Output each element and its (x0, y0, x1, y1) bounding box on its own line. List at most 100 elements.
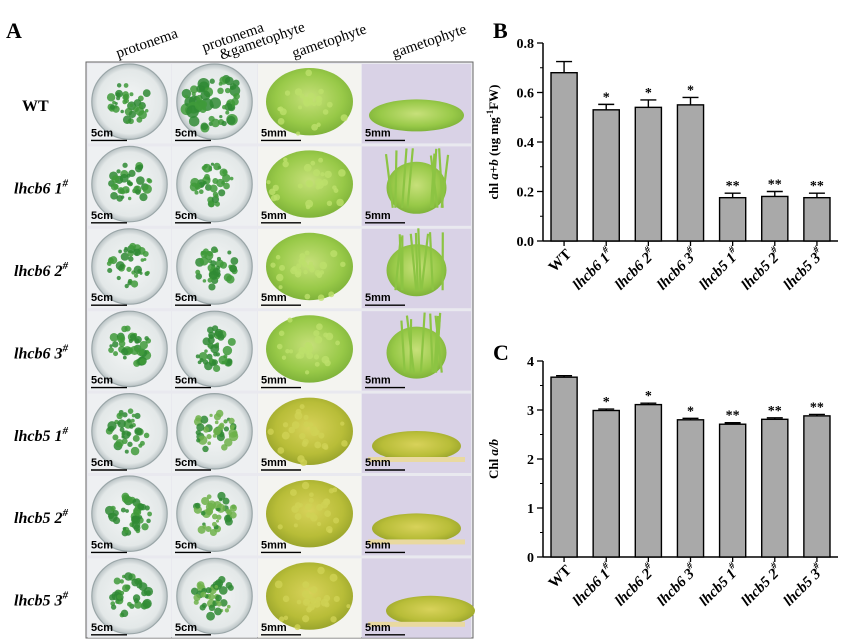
petri-dish (176, 145, 253, 223)
leaf-highlight (276, 273, 284, 282)
scale-bar-label: 5mm (261, 210, 287, 222)
leaf-highlight (278, 285, 283, 290)
leaf-highlight (293, 523, 298, 528)
protonema-clump (225, 508, 231, 514)
bar (803, 415, 831, 558)
protonema-clump (215, 594, 222, 602)
leaf-highlight (294, 513, 302, 521)
leaf-highlight (281, 355, 287, 360)
protonema-clump (120, 507, 126, 513)
protonema-clump (213, 364, 221, 373)
leaf-highlight (302, 598, 310, 606)
leaf-highlight (305, 594, 310, 599)
protonema-clump (229, 511, 237, 519)
protonema-clump (194, 99, 206, 111)
leaf-highlight (340, 261, 346, 268)
leaf-highlight (323, 444, 329, 450)
protonema-clump (207, 177, 211, 181)
photo-cell: 5cm (172, 557, 257, 638)
row-label-text: WT (22, 98, 49, 115)
leaf-highlight (318, 432, 325, 439)
leaf-highlight (302, 615, 310, 623)
protonema-clump (134, 427, 143, 436)
photo-cell: 5mm (258, 558, 361, 638)
protonema-clump (224, 438, 233, 447)
significance-mark: * (687, 83, 694, 98)
leaf-highlight (267, 428, 274, 435)
leaf-highlight (315, 99, 322, 106)
leaf-highlight (317, 566, 325, 575)
protonema-clump (216, 342, 220, 346)
protonema-clump (127, 441, 133, 447)
y-label-italic: a+b (486, 159, 501, 180)
protonema-clump (133, 106, 139, 113)
leaf-highlight (282, 160, 289, 168)
protonema-clump (125, 120, 129, 124)
leaf-highlight (313, 330, 320, 337)
protonema-clump (221, 180, 226, 185)
column-header-line: gametophyte (390, 21, 469, 61)
protonema-clump (233, 93, 240, 100)
protonema-clump (139, 193, 148, 202)
row-label-sup: # (61, 178, 68, 190)
photo-cell: 5cm (172, 63, 257, 144)
significance-mark: * (687, 404, 694, 419)
bar (676, 419, 705, 558)
protonema-clump (229, 265, 238, 273)
significance-mark: * (603, 395, 610, 410)
protonema-clump (127, 601, 132, 607)
scale-bar-label: 5mm (261, 539, 287, 551)
row-label-sup: # (61, 425, 68, 437)
leaf-highlight (311, 123, 318, 131)
protonema-clump (202, 445, 209, 453)
leaf-highlight (319, 261, 328, 270)
shoot (417, 228, 422, 291)
protonema-clump (225, 110, 230, 115)
shoot (429, 153, 436, 208)
row-label-sup: # (61, 507, 68, 519)
protonema-clump (119, 263, 125, 268)
protonema-clump (230, 257, 239, 265)
protonema-clump (137, 580, 143, 585)
protonema-clump (226, 604, 231, 609)
protonema-clump (111, 175, 120, 184)
row-label-text: lhcb6 3 (14, 345, 62, 362)
scale-bar-label: 5mm (365, 457, 391, 469)
protonema-clump (217, 87, 224, 95)
photo-cell: 5mm (258, 146, 361, 226)
photo-cell: 5cm (172, 475, 257, 556)
x-tick-label: lhcb5 3# (779, 560, 829, 610)
significance-mark: * (645, 389, 652, 404)
photo-cell: 5mm (362, 311, 471, 391)
scale-bar-label: 5mm (365, 622, 391, 634)
x-tick-label: lhcb5 2# (737, 560, 787, 610)
protonema-clump (117, 187, 125, 194)
leaf-highlight (277, 447, 285, 454)
leaf-highlight (317, 294, 325, 301)
chart-c: 0 1 2 3 4 Chl a/b WT * lhcb6 1# * lhcb6 2# * lhcb6 3… (486, 355, 838, 609)
protonema-clump (122, 412, 128, 418)
protonema-clump (207, 500, 217, 510)
protonema-clump (188, 116, 200, 127)
y-label-sup: -1 (485, 109, 495, 117)
shoot (431, 148, 438, 208)
shoot (409, 233, 418, 291)
petri-dish (91, 228, 168, 305)
protonema-clump (119, 579, 124, 584)
scale-bar-label: 5cm (91, 622, 113, 634)
shoot (406, 148, 414, 208)
leaf-highlight (308, 422, 314, 428)
protonema-clump (198, 189, 204, 195)
protonema-clump (184, 94, 189, 99)
protonema-clump (125, 509, 129, 513)
protonema-clump (137, 164, 144, 170)
leaf-highlight (291, 265, 298, 272)
protonema-clump (133, 265, 143, 275)
protonema-clump (224, 608, 230, 613)
x-tick-label: lhcb6 2# (610, 244, 660, 294)
leaf-highlight (330, 616, 337, 623)
protonema-clump (195, 415, 202, 422)
protonema-clump (200, 122, 209, 131)
protonema-clump (133, 273, 139, 278)
protonema-clump (222, 345, 233, 356)
